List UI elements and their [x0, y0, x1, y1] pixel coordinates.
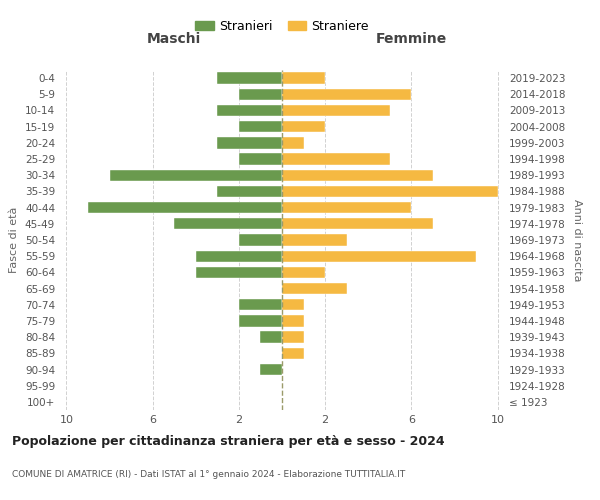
Bar	[282, 218, 433, 230]
Bar	[196, 266, 282, 278]
Bar	[239, 316, 282, 326]
Bar	[282, 88, 412, 100]
Bar	[174, 218, 282, 230]
Text: Popolazione per cittadinanza straniera per età e sesso - 2024: Popolazione per cittadinanza straniera p…	[12, 435, 445, 448]
Bar	[239, 234, 282, 246]
Bar	[217, 72, 282, 84]
Bar	[239, 154, 282, 164]
Bar	[260, 332, 282, 343]
Bar	[110, 170, 282, 181]
Bar	[282, 348, 304, 359]
Bar	[282, 316, 304, 326]
Bar	[217, 137, 282, 148]
Bar	[217, 186, 282, 197]
Text: COMUNE DI AMATRICE (RI) - Dati ISTAT al 1° gennaio 2024 - Elaborazione TUTTITALI: COMUNE DI AMATRICE (RI) - Dati ISTAT al …	[12, 470, 405, 479]
Bar	[282, 266, 325, 278]
Bar	[282, 332, 304, 343]
Bar	[196, 250, 282, 262]
Bar	[282, 121, 325, 132]
Bar	[260, 364, 282, 375]
Bar	[282, 283, 347, 294]
Bar	[239, 121, 282, 132]
Bar	[282, 299, 304, 310]
Legend: Stranieri, Straniere: Stranieri, Straniere	[190, 15, 374, 38]
Bar	[282, 137, 304, 148]
Bar	[282, 202, 412, 213]
Bar	[282, 154, 390, 164]
Bar	[239, 299, 282, 310]
Bar	[217, 105, 282, 116]
Text: Femmine: Femmine	[376, 32, 447, 46]
Bar	[239, 88, 282, 100]
Bar	[282, 250, 476, 262]
Bar	[88, 202, 282, 213]
Bar	[282, 72, 325, 84]
Bar	[282, 186, 497, 197]
Bar	[282, 170, 433, 181]
Text: Maschi: Maschi	[147, 32, 202, 46]
Y-axis label: Fasce di età: Fasce di età	[10, 207, 19, 273]
Bar	[282, 234, 347, 246]
Y-axis label: Anni di nascita: Anni di nascita	[572, 198, 582, 281]
Bar	[282, 105, 390, 116]
